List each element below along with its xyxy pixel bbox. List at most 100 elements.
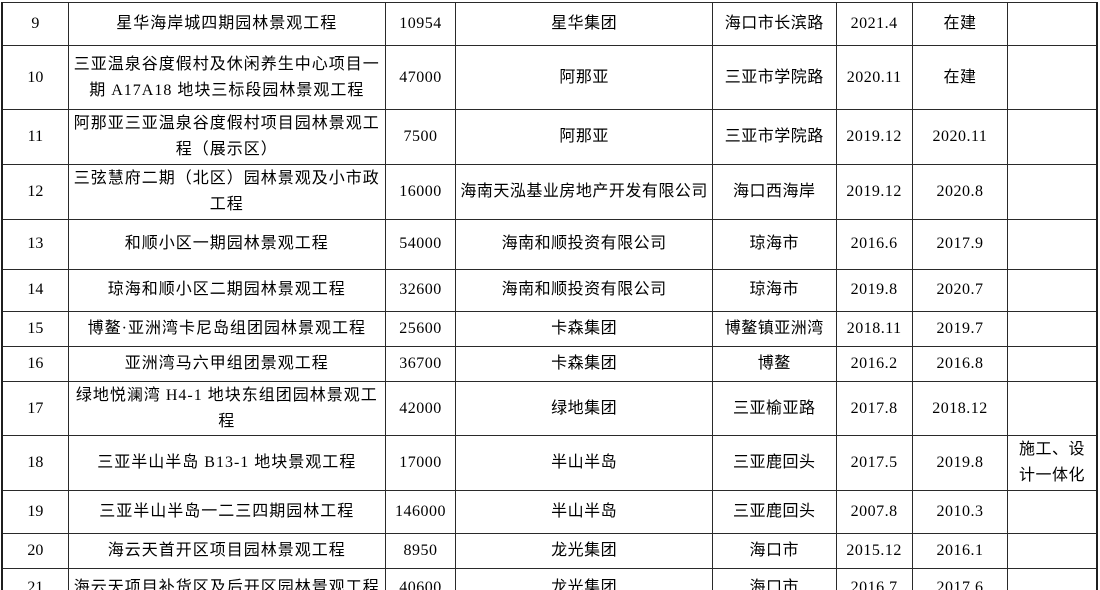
cell-notes bbox=[1007, 310, 1098, 347]
cell-location: 海口市 bbox=[712, 568, 837, 590]
cell-company: 海南和顺投资有限公司 bbox=[455, 218, 714, 270]
cell-no: 14 bbox=[1, 268, 69, 312]
cell-area: 54000 bbox=[384, 218, 457, 270]
cell-notes: 施工、设计一体化 bbox=[1007, 435, 1098, 492]
cell-end: 2020.7 bbox=[911, 268, 1009, 312]
table-row: 14 琼海和顺小区二期园林景观工程 32600 海南和顺投资有限公司 琼海市 2019.8… bbox=[1, 268, 1098, 312]
cell-start: 2016.6 bbox=[835, 218, 913, 270]
cell-end: 2017.9 bbox=[911, 218, 1009, 270]
cell-area: 17000 bbox=[384, 435, 457, 492]
cell-company: 龙光集团 bbox=[455, 568, 714, 590]
cell-no: 10 bbox=[1, 45, 69, 110]
cell-no: 9 bbox=[1, 2, 69, 46]
cell-start: 2018.11 bbox=[835, 310, 913, 347]
cell-start: 2015.12 bbox=[835, 533, 913, 570]
cell-notes bbox=[1007, 490, 1098, 535]
cell-no: 15 bbox=[1, 310, 69, 347]
cell-project: 星华海岸城四期园林景观工程 bbox=[67, 2, 386, 46]
cell-company: 海南天泓基业房地产开发有限公司 bbox=[455, 163, 714, 220]
cell-location: 海口市 bbox=[712, 533, 837, 570]
table-row: 20 海云天首开区项目园林景观工程 8950 龙光集团 海口市 2015.12 2016.1 bbox=[1, 533, 1098, 570]
cell-company: 阿那亚 bbox=[455, 109, 714, 165]
cell-notes bbox=[1007, 2, 1098, 46]
cell-area: 47000 bbox=[384, 45, 457, 110]
cell-location: 三亚市学院路 bbox=[712, 109, 837, 165]
cell-end: 2016.8 bbox=[911, 345, 1009, 382]
table-row: 10 三亚温泉谷度假村及休闲养生中心项目一期 A17A18 地块三标段园林景观工程… bbox=[1, 45, 1098, 110]
cell-no: 19 bbox=[1, 490, 69, 535]
table-row: 11 阿那亚三亚温泉谷度假村项目园林景观工程（展示区） 7500 阿那亚 三亚市学院路 2… bbox=[1, 109, 1098, 165]
cell-start: 2019.8 bbox=[835, 268, 913, 312]
cell-project: 和顺小区一期园林景观工程 bbox=[67, 218, 386, 270]
cell-start: 2017.5 bbox=[835, 435, 913, 492]
cell-company: 龙光集团 bbox=[455, 533, 714, 570]
cell-area: 36700 bbox=[384, 345, 457, 382]
cell-company: 阿那亚 bbox=[455, 45, 714, 110]
cell-area: 16000 bbox=[384, 163, 457, 220]
cell-no: 16 bbox=[1, 345, 69, 382]
cell-notes bbox=[1007, 109, 1098, 165]
cell-location: 三亚榆亚路 bbox=[712, 380, 837, 437]
cell-project: 海云天首开区项目园林景观工程 bbox=[67, 533, 386, 570]
cell-company: 卡森集团 bbox=[455, 310, 714, 347]
cell-company: 星华集团 bbox=[455, 2, 714, 46]
cell-area: 32600 bbox=[384, 268, 457, 312]
cell-company: 卡森集团 bbox=[455, 345, 714, 382]
cell-project: 阿那亚三亚温泉谷度假村项目园林景观工程（展示区） bbox=[67, 109, 386, 165]
cell-company: 半山半岛 bbox=[455, 435, 714, 492]
cell-no: 21 bbox=[1, 568, 69, 590]
cell-location: 海口市长滨路 bbox=[712, 2, 837, 46]
cell-no: 12 bbox=[1, 163, 69, 220]
cell-location: 博鳌 bbox=[712, 345, 837, 382]
cell-notes bbox=[1007, 380, 1098, 437]
cell-notes bbox=[1007, 45, 1098, 110]
cell-end: 2019.7 bbox=[911, 310, 1009, 347]
cell-end: 2019.8 bbox=[911, 435, 1009, 492]
cell-start: 2016.2 bbox=[835, 345, 913, 382]
table-row: 16 亚洲湾马六甲组团景观工程 36700 卡森集团 博鳌 2016.2 2016.8 bbox=[1, 345, 1098, 382]
cell-no: 20 bbox=[1, 533, 69, 570]
cell-location: 三亚市学院路 bbox=[712, 45, 837, 110]
cell-project: 三弦慧府二期（北区）园林景观及小市政工程 bbox=[67, 163, 386, 220]
table-row: 9 星华海岸城四期园林景观工程 10954 星华集团 海口市长滨路 2021.4 在建 bbox=[1, 2, 1098, 46]
cell-notes bbox=[1007, 345, 1098, 382]
cell-notes bbox=[1007, 218, 1098, 270]
cell-area: 10954 bbox=[384, 2, 457, 46]
cell-start: 2019.12 bbox=[835, 109, 913, 165]
table-row: 13 和顺小区一期园林景观工程 54000 海南和顺投资有限公司 琼海市 2016.6 20… bbox=[1, 218, 1098, 270]
cell-area: 8950 bbox=[384, 533, 457, 570]
cell-project: 三亚半山半岛一二三四期园林工程 bbox=[67, 490, 386, 535]
cell-area: 7500 bbox=[384, 109, 457, 165]
table-row: 17 绿地悦澜湾 H4-1 地块东组团园林景观工程 42000 绿地集团 三亚榆亚路 20… bbox=[1, 380, 1098, 437]
cell-company: 海南和顺投资有限公司 bbox=[455, 268, 714, 312]
cell-start: 2021.4 bbox=[835, 2, 913, 46]
cell-notes bbox=[1007, 163, 1098, 220]
table-row: 12 三弦慧府二期（北区）园林景观及小市政工程 16000 海南天泓基业房地产开发有限… bbox=[1, 163, 1098, 220]
table-row: 15 博鳌·亚洲湾卡尼岛组团园林景观工程 25600 卡森集团 博鳌镇亚洲湾 2018.1… bbox=[1, 310, 1098, 347]
table-row: 18 三亚半山半岛 B13-1 地块景观工程 17000 半山半岛 三亚鹿回头 2017.… bbox=[1, 435, 1098, 492]
cell-area: 25600 bbox=[384, 310, 457, 347]
cell-end: 在建 bbox=[911, 2, 1009, 46]
cell-location: 琼海市 bbox=[712, 268, 837, 312]
cell-no: 17 bbox=[1, 380, 69, 437]
cell-location: 三亚鹿回头 bbox=[712, 490, 837, 535]
cell-end: 在建 bbox=[911, 45, 1009, 110]
cell-notes bbox=[1007, 533, 1098, 570]
cell-project: 博鳌·亚洲湾卡尼岛组团园林景观工程 bbox=[67, 310, 386, 347]
cell-area: 42000 bbox=[384, 380, 457, 437]
cell-location: 海口西海岸 bbox=[712, 163, 837, 220]
cell-project: 三亚半山半岛 B13-1 地块景观工程 bbox=[67, 435, 386, 492]
cell-project: 琼海和顺小区二期园林景观工程 bbox=[67, 268, 386, 312]
cell-start: 2016.7 bbox=[835, 568, 913, 590]
cell-start: 2007.8 bbox=[835, 490, 913, 535]
cell-start: 2017.8 bbox=[835, 380, 913, 437]
cell-location: 博鳌镇亚洲湾 bbox=[712, 310, 837, 347]
cell-area: 40600 bbox=[384, 568, 457, 590]
cell-end: 2010.3 bbox=[911, 490, 1009, 535]
cell-location: 琼海市 bbox=[712, 218, 837, 270]
cell-end: 2020.11 bbox=[911, 109, 1009, 165]
cell-project: 绿地悦澜湾 H4-1 地块东组团园林景观工程 bbox=[67, 380, 386, 437]
cell-company: 半山半岛 bbox=[455, 490, 714, 535]
cell-project: 亚洲湾马六甲组团景观工程 bbox=[67, 345, 386, 382]
cell-end: 2016.1 bbox=[911, 533, 1009, 570]
